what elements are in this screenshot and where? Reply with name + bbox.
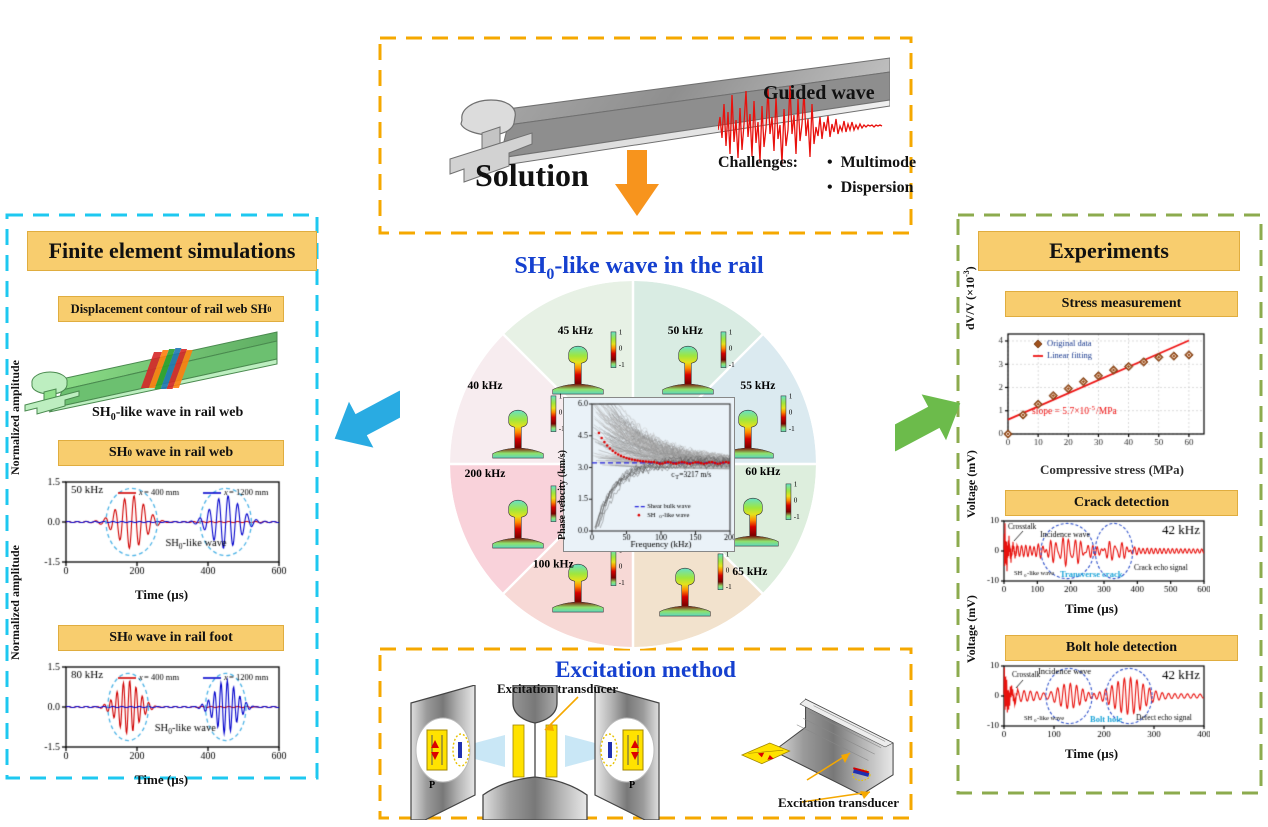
svg-text:1: 1 <box>794 481 798 489</box>
svg-text:200 kHz: 200 kHz <box>465 468 506 480</box>
svg-text:45 kHz: 45 kHz <box>558 325 593 337</box>
svg-text:40 kHz: 40 kHz <box>468 380 503 392</box>
svg-text:1: 1 <box>789 393 793 401</box>
svg-text:-1: -1 <box>619 361 625 369</box>
svg-text:0: 0 <box>729 345 733 353</box>
svg-text:0: 0 <box>789 409 793 417</box>
svg-text:-1: -1 <box>789 425 795 433</box>
svg-text:0: 0 <box>619 345 623 353</box>
svg-text:1: 1 <box>729 329 733 337</box>
svg-text:-1: -1 <box>794 513 800 521</box>
svg-text:-1: -1 <box>729 361 735 369</box>
svg-text:-1: -1 <box>619 579 625 587</box>
svg-text:55 kHz: 55 kHz <box>740 380 775 392</box>
svg-text:1: 1 <box>619 329 623 337</box>
svg-text:0: 0 <box>726 567 730 575</box>
svg-text:P: P <box>629 780 635 791</box>
svg-text:65 kHz: 65 kHz <box>732 566 767 578</box>
svg-text:60 kHz: 60 kHz <box>745 466 780 478</box>
svg-text:50 kHz: 50 kHz <box>668 325 703 337</box>
svg-text:0: 0 <box>794 497 798 505</box>
svg-text:100 kHz: 100 kHz <box>533 559 574 571</box>
svg-text:-1: -1 <box>726 583 732 591</box>
svg-text:0: 0 <box>619 563 623 571</box>
svg-text:P: P <box>429 780 435 791</box>
